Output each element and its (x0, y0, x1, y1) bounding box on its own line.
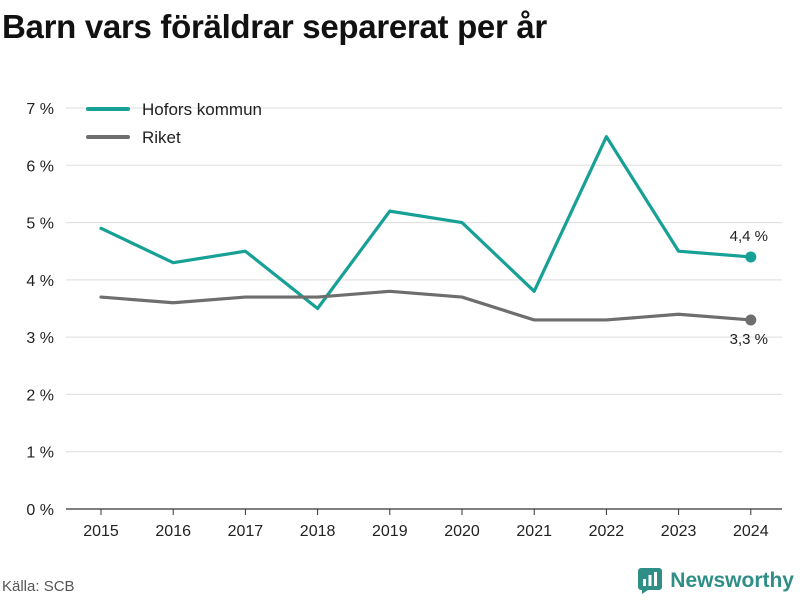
y-tick-label: 1 % (26, 445, 54, 462)
x-tick-label: 2021 (516, 523, 552, 540)
legend: Hofors kommun Riket (86, 100, 262, 147)
x-tick-label: 2015 (83, 523, 119, 540)
end-value-label: 3,3 % (730, 331, 768, 348)
series-line-riket (99, 289, 753, 322)
y-tick-label: 2 % (26, 387, 54, 404)
y-tick-label: 3 % (26, 330, 54, 347)
series-line-hofors-kommun (99, 135, 753, 311)
x-tick-label: 2022 (589, 523, 625, 540)
x-tick-label: 2024 (733, 523, 769, 540)
end-point-marker (745, 251, 757, 263)
end-value-label: 4,4 % (730, 228, 768, 245)
y-tick-label: 6 % (26, 158, 54, 175)
y-tick-label: 5 % (26, 216, 54, 233)
series-layer: 4,4 % 3,3 % (99, 135, 768, 348)
brand-name: Newsworthy (670, 569, 794, 592)
x-tick-label: 2020 (444, 523, 480, 540)
x-tick-label: 2016 (155, 523, 191, 540)
newsworthy-logo-icon (638, 568, 663, 594)
brand-logo[interactable]: Newsworthy (638, 568, 794, 594)
x-tick-label: 2023 (661, 523, 697, 540)
chart-title: Barn vars föräldrar separerat per år (2, 8, 547, 45)
legend-label: Riket (142, 128, 181, 147)
legend-label: Hofors kommun (142, 100, 262, 119)
axis-layer: 0 % 1 % 2 % 3 % 4 % 5 % 6 % 7 % 2015 2016 2017 2018… (26, 101, 768, 540)
x-tick-label: 2017 (228, 523, 264, 540)
grid-layer (66, 107, 782, 510)
x-tick-label: 2018 (300, 523, 336, 540)
y-tick-label: 4 % (26, 273, 54, 290)
y-tick-label: 0 % (26, 502, 54, 519)
x-tick-label: 2019 (372, 523, 408, 540)
source-note: Källa: SCB (2, 578, 75, 595)
end-point-marker (745, 314, 757, 326)
y-tick-label: 7 % (26, 101, 54, 118)
